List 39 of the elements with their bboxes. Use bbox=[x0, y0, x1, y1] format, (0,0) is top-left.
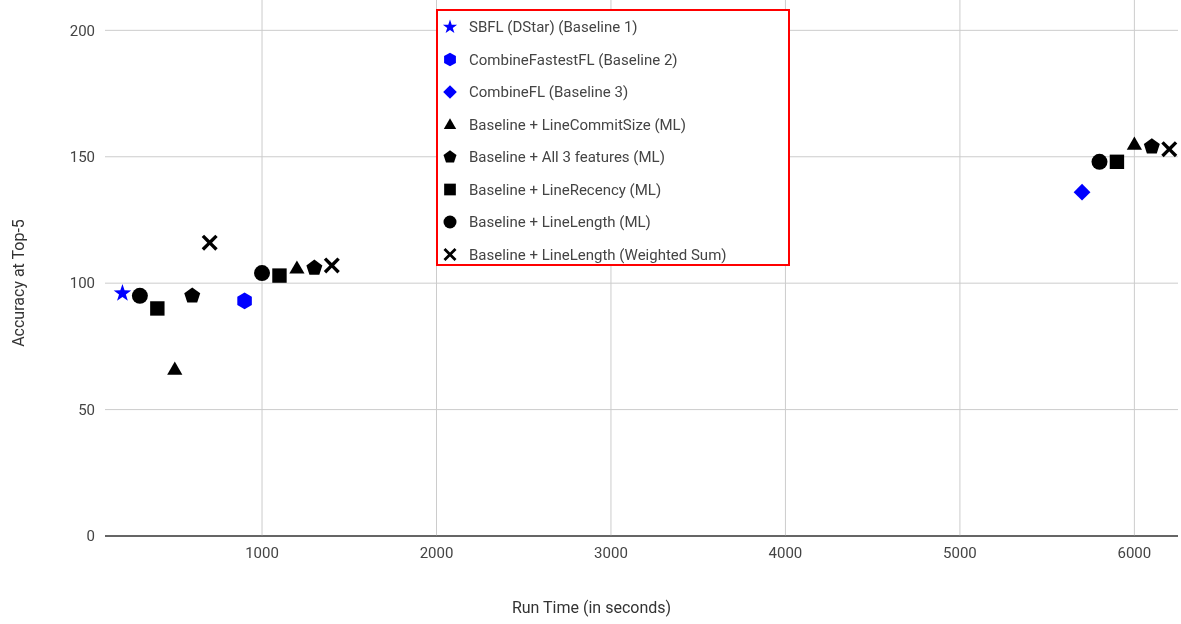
point bbox=[1143, 138, 1160, 154]
point bbox=[150, 301, 165, 316]
legend-label: Baseline + LineLength (ML) bbox=[469, 213, 651, 232]
point bbox=[131, 287, 148, 304]
legend-label: Baseline + LineLength (Weighted Sum) bbox=[469, 245, 727, 264]
x-tick-label: 1000 bbox=[245, 544, 279, 562]
x-tick-label: 6000 bbox=[1117, 544, 1152, 562]
point bbox=[167, 361, 183, 375]
legend-label: CombineFastestFL (Baseline 2) bbox=[469, 50, 678, 69]
x-tick-label: 3000 bbox=[594, 544, 628, 562]
x-tick-label: 2000 bbox=[419, 544, 454, 562]
x-tick-label: 4000 bbox=[768, 544, 803, 562]
point bbox=[1109, 154, 1125, 170]
legend-label: SBFL (DStar) (Baseline 1) bbox=[469, 18, 638, 37]
point bbox=[1161, 141, 1178, 158]
point bbox=[1126, 136, 1142, 150]
point bbox=[289, 260, 305, 274]
x-axis-title: Run Time (in seconds) bbox=[511, 598, 672, 617]
legend-label: Baseline + LineRecency (ML) bbox=[469, 180, 662, 199]
x-tick-label: 5000 bbox=[943, 544, 977, 562]
point bbox=[272, 268, 287, 283]
legend-label: Baseline + LineCommitSize (ML) bbox=[469, 115, 686, 134]
y-tick-label: 200 bbox=[69, 21, 95, 40]
y-tick-label: 50 bbox=[78, 400, 95, 419]
legend-label: CombineFL (Baseline 3) bbox=[469, 83, 629, 102]
point bbox=[1091, 153, 1108, 170]
point bbox=[201, 234, 218, 251]
legend-label: Baseline + All 3 features (ML) bbox=[469, 148, 665, 167]
point bbox=[1073, 183, 1091, 201]
y-tick-label: 0 bbox=[86, 527, 95, 546]
y-axis-title: Accuracy at Top-5 bbox=[9, 219, 28, 347]
point bbox=[254, 265, 271, 282]
point bbox=[323, 257, 340, 274]
y-tick-label: 100 bbox=[69, 274, 95, 293]
y-tick-label: 150 bbox=[69, 148, 95, 166]
point bbox=[184, 287, 201, 303]
point bbox=[113, 284, 132, 301]
point bbox=[237, 292, 252, 310]
point bbox=[306, 259, 323, 275]
